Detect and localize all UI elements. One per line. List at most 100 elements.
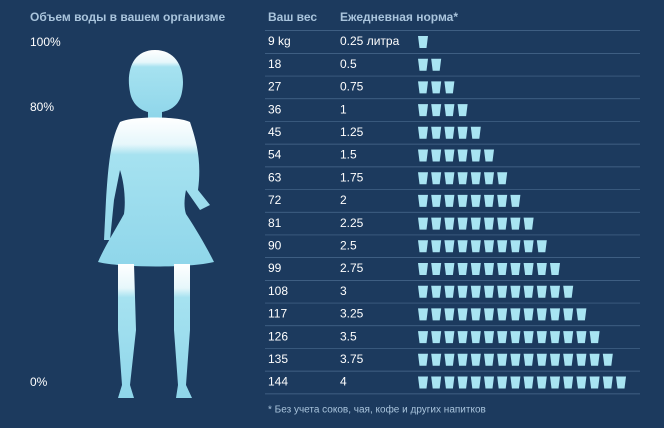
weight: 63 — [268, 170, 282, 184]
glass — [444, 194, 455, 207]
glass — [470, 353, 481, 366]
glass — [563, 308, 574, 321]
glass — [484, 353, 494, 366]
glass — [484, 149, 494, 162]
glass — [444, 331, 455, 344]
glass — [497, 331, 508, 344]
weight: 27 — [268, 80, 282, 94]
glass — [470, 240, 481, 253]
glass — [470, 331, 481, 344]
glass — [418, 81, 428, 94]
glass — [536, 308, 547, 321]
glass — [457, 285, 468, 298]
glass — [484, 172, 494, 185]
glass — [444, 285, 455, 298]
glass — [470, 376, 481, 389]
glass — [550, 285, 560, 298]
norm: 4 — [340, 375, 347, 389]
glass — [497, 285, 508, 298]
glass — [431, 81, 442, 94]
glass — [470, 263, 481, 275]
weight: 126 — [268, 329, 288, 343]
glass — [563, 285, 574, 298]
glass — [523, 240, 534, 253]
glass — [418, 104, 428, 117]
glass — [550, 353, 560, 366]
glass — [616, 376, 626, 389]
glass — [497, 376, 508, 389]
glass — [550, 263, 560, 275]
glasses — [418, 81, 455, 94]
glass — [431, 263, 442, 275]
glass — [602, 353, 613, 366]
glass — [470, 172, 481, 185]
glass — [431, 217, 442, 230]
glass — [431, 126, 442, 139]
norm: 2.75 — [340, 261, 364, 275]
glasses — [418, 308, 587, 321]
glass — [510, 194, 521, 207]
glasses — [418, 353, 613, 366]
weight: 117 — [268, 307, 287, 321]
glass — [431, 194, 442, 207]
table-rows: 9 kg 0.25 литра 18 0.5 27 0.75 36 1 45 1.25 54 1.5 6… — [265, 30, 640, 395]
glass — [563, 376, 574, 389]
scale-label: 80% — [30, 100, 54, 114]
glasses — [418, 58, 442, 71]
glass — [536, 331, 547, 344]
glasses — [418, 149, 494, 162]
glass — [536, 376, 547, 389]
glass — [431, 285, 442, 298]
glass — [523, 376, 534, 389]
glass — [510, 376, 521, 389]
silhouette — [98, 50, 214, 398]
glass — [510, 285, 521, 298]
norm: 0.5 — [340, 57, 357, 71]
norm: 2 — [340, 193, 347, 207]
scale-label: 100% — [30, 35, 61, 49]
glass — [536, 240, 547, 253]
norm: 1.25 — [340, 125, 364, 139]
glasses — [418, 217, 534, 230]
glass — [484, 263, 494, 275]
glass — [576, 376, 587, 389]
glass — [457, 104, 468, 117]
glass — [418, 36, 428, 48]
glass — [497, 263, 508, 275]
weight: 72 — [268, 193, 282, 207]
glass — [536, 353, 547, 366]
glass — [418, 376, 428, 389]
glass — [497, 194, 508, 207]
glass — [457, 217, 468, 230]
glass — [510, 240, 521, 253]
glasses — [418, 126, 481, 139]
glass — [589, 331, 600, 344]
glass — [470, 126, 481, 139]
footnote: * Без учета соков, чая, кофе и других на… — [268, 404, 486, 416]
glass — [484, 376, 494, 389]
weight: 54 — [268, 148, 282, 162]
glass — [431, 104, 442, 117]
glass — [563, 353, 574, 366]
glass — [418, 263, 428, 275]
glass — [444, 126, 455, 139]
glass — [497, 172, 508, 185]
glass — [563, 331, 574, 344]
glass — [418, 308, 428, 321]
header: Ваш вес — [268, 10, 317, 24]
glass — [484, 194, 494, 207]
glass — [444, 149, 455, 162]
glass — [484, 240, 494, 253]
norm: 1.5 — [340, 148, 357, 162]
glass — [457, 263, 468, 275]
weight: 81 — [268, 216, 282, 230]
glass — [510, 263, 521, 275]
norm: 3.25 — [340, 307, 364, 321]
glass — [523, 353, 534, 366]
glass — [470, 149, 481, 162]
glass — [523, 263, 534, 275]
glass — [418, 240, 428, 253]
glass — [550, 331, 560, 344]
glass — [457, 353, 468, 366]
norm: 3.5 — [340, 329, 357, 343]
